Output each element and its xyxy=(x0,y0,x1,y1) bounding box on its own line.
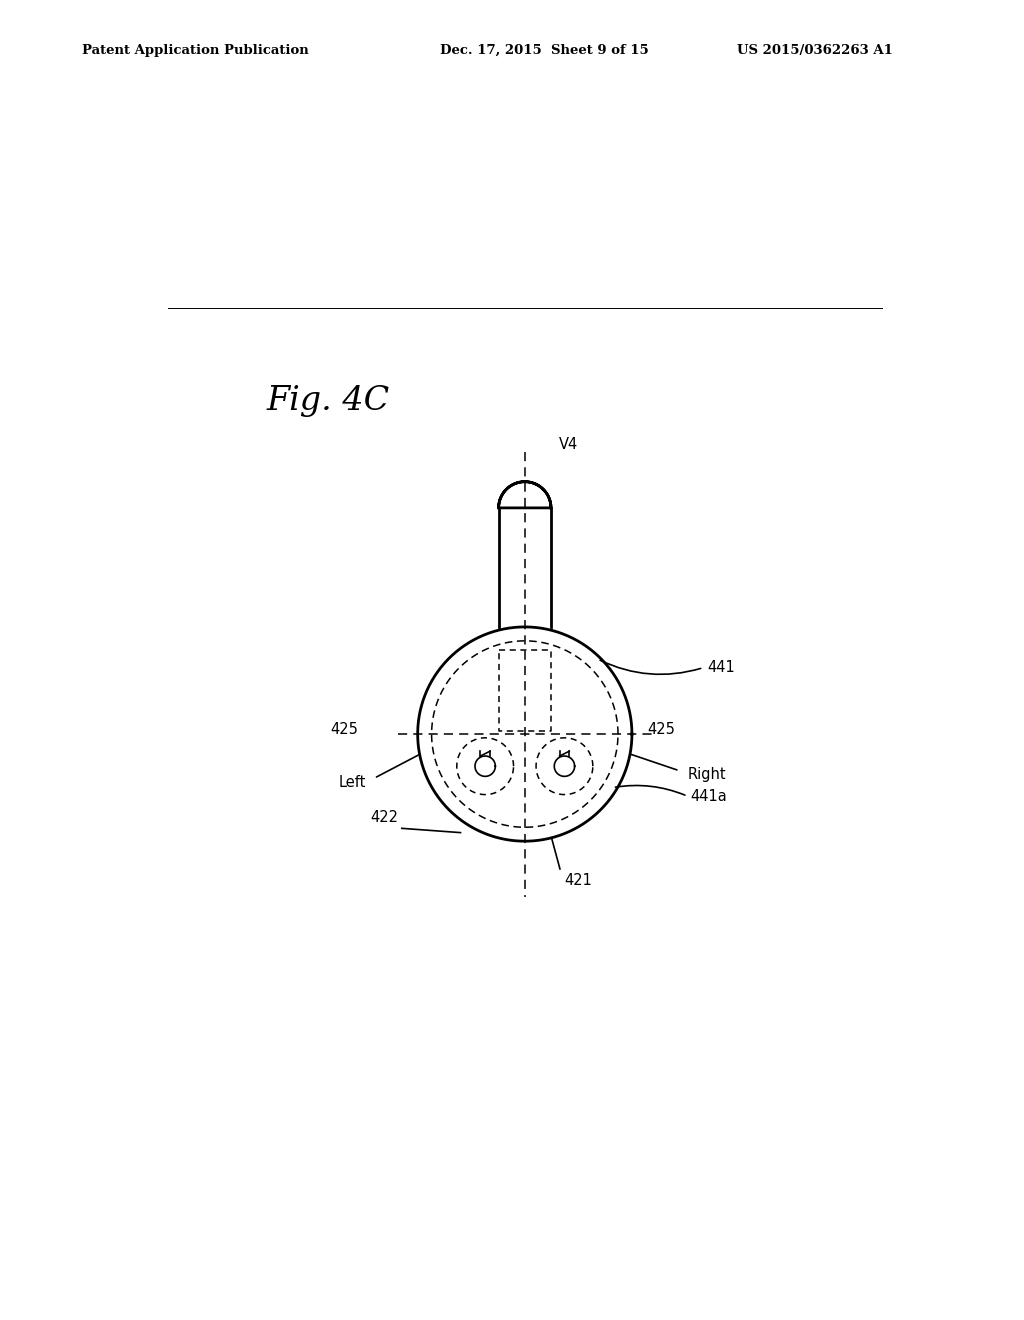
Text: Right: Right xyxy=(687,767,726,783)
Text: 425: 425 xyxy=(648,722,676,737)
Text: 441: 441 xyxy=(708,660,735,675)
Text: V4: V4 xyxy=(559,437,579,451)
Text: 421: 421 xyxy=(564,873,592,888)
Text: 422: 422 xyxy=(370,810,397,825)
Text: US 2015/0362263 A1: US 2015/0362263 A1 xyxy=(737,44,893,57)
Text: Fig. 4C: Fig. 4C xyxy=(267,384,390,417)
Text: Patent Application Publication: Patent Application Publication xyxy=(82,44,308,57)
Text: Left: Left xyxy=(339,775,367,789)
Text: 425: 425 xyxy=(331,722,358,737)
Text: Dec. 17, 2015  Sheet 9 of 15: Dec. 17, 2015 Sheet 9 of 15 xyxy=(440,44,649,57)
Text: 441a: 441a xyxy=(690,788,727,804)
